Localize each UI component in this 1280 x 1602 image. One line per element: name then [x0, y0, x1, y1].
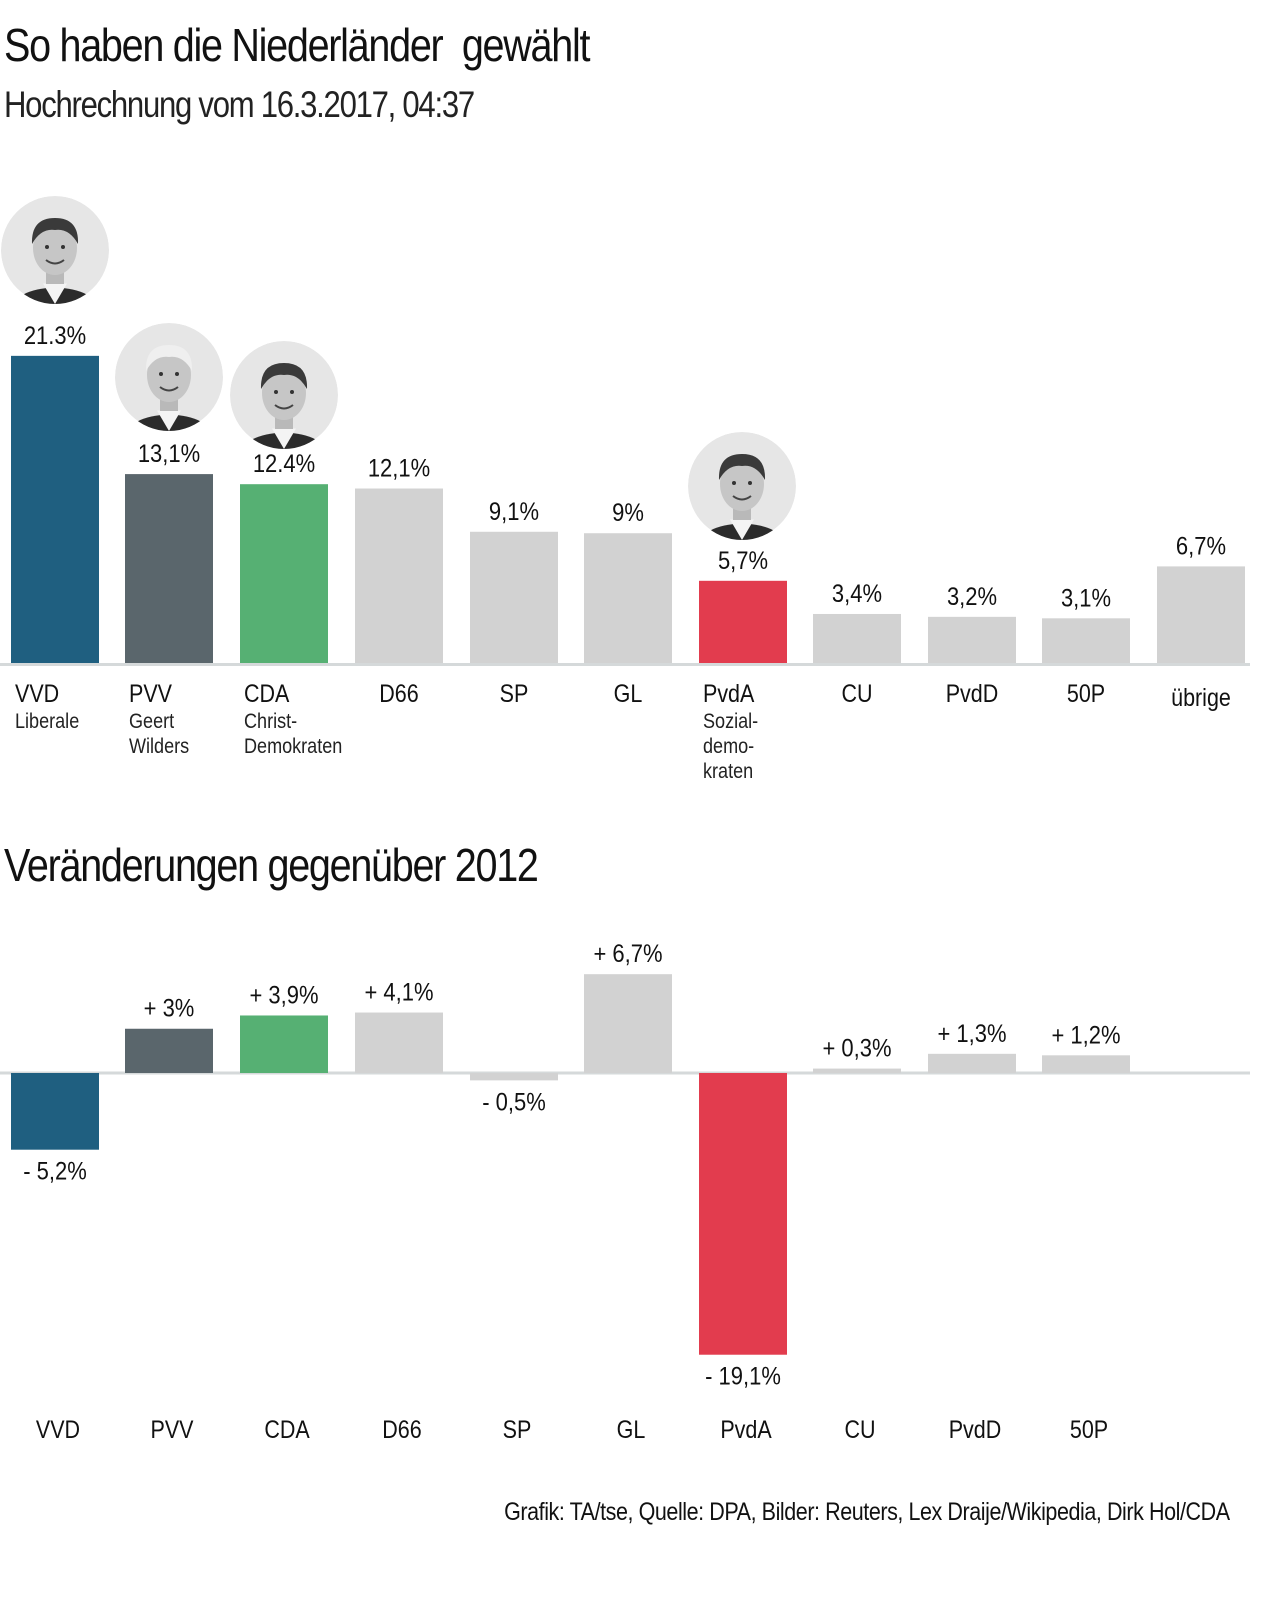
bar-vvd: [11, 355, 99, 663]
category-label: PvdD: [946, 679, 999, 707]
change-bar-vvd: [11, 1073, 99, 1150]
category-sublabel: Sozial-: [703, 710, 758, 734]
change-category-label: SP: [503, 1415, 532, 1443]
category-sublabel: Geert: [129, 710, 175, 734]
chart-title: So haben die Niederländer gewählt: [4, 19, 590, 71]
value-label: 6,7%: [1176, 532, 1226, 560]
bar-cda: [240, 484, 328, 663]
change-value-label: + 3%: [144, 994, 195, 1022]
category-sublabel: Demokraten: [244, 735, 342, 759]
category-label: übrige: [1171, 683, 1231, 711]
category-sublabel: Liberale: [15, 710, 79, 734]
change-category-label: PvdA: [720, 1415, 772, 1443]
change-category-label: CDA: [264, 1415, 310, 1443]
category-sublabel: kraten: [703, 760, 753, 784]
change-category-label: GL: [617, 1415, 646, 1443]
change-category-label: CU: [844, 1415, 875, 1443]
change-bar-gl: [584, 974, 672, 1073]
category-label: 50P: [1067, 679, 1105, 707]
bar-pvdd: [928, 616, 1016, 663]
change-category-label: VVD: [36, 1415, 80, 1443]
bar-d66: [355, 488, 443, 663]
value-label: 3,1%: [1061, 584, 1111, 612]
change-bar-pvv: [125, 1028, 213, 1073]
category-label: VVD: [15, 679, 59, 707]
bar-sp: [470, 531, 558, 663]
change-value-label: + 3,9%: [249, 981, 318, 1009]
change-bar-50p: [1042, 1055, 1130, 1073]
category-label: SP: [500, 679, 529, 707]
category-sublabel: Wilders: [129, 735, 189, 759]
change-category-label: D66: [382, 1415, 421, 1443]
section-title-changes: Veränderungen gegenüber 2012: [4, 839, 539, 891]
bar-cu: [813, 613, 901, 663]
change-category-label: 50P: [1070, 1415, 1108, 1443]
category-sublabel: demo-: [703, 735, 754, 759]
category-label: CU: [841, 679, 872, 707]
bar-50p: [1042, 618, 1130, 663]
change-bar-d66: [355, 1012, 443, 1073]
change-value-label: + 6,7%: [593, 940, 662, 968]
category-label: GL: [614, 679, 643, 707]
value-label: 13,1%: [138, 440, 200, 468]
change-value-label: + 1,3%: [937, 1020, 1006, 1048]
category-label: PVV: [129, 679, 172, 707]
change-value-label: - 0,5%: [482, 1088, 546, 1116]
category-sublabel: Christ-: [244, 710, 297, 734]
change-bar-pvdd: [928, 1053, 1016, 1073]
change-bar-sp: [470, 1073, 558, 1081]
value-label: 3,2%: [947, 583, 997, 611]
category-label: CDA: [244, 679, 290, 707]
change-category-label: PVV: [151, 1415, 194, 1443]
value-label: 12,1%: [368, 454, 430, 482]
change-bar-cu: [813, 1068, 901, 1073]
category-label: D66: [379, 679, 418, 707]
portrait-vvd: [1, 196, 109, 304]
value-label: 3,4%: [832, 580, 882, 608]
value-label: 21.3%: [24, 322, 86, 350]
value-label: 9%: [612, 499, 644, 527]
change-category-label: PvdD: [949, 1415, 1002, 1443]
bar-gl: [584, 533, 672, 663]
change-value-label: + 4,1%: [364, 978, 433, 1006]
change-value-label: - 19,1%: [705, 1362, 781, 1390]
change-bar-pvda: [699, 1073, 787, 1355]
value-label: 12.4%: [253, 450, 315, 478]
change-bar-cda: [240, 1015, 328, 1073]
change-value-label: + 0,3%: [822, 1034, 891, 1062]
category-label: PvdA: [703, 679, 755, 707]
value-label: 9,1%: [489, 497, 539, 525]
bar-übrige: [1157, 566, 1245, 663]
chart-subtitle: Hochrechnung vom 16.3.2017, 04:37: [4, 84, 475, 125]
change-value-label: + 1,2%: [1051, 1021, 1120, 1049]
source-credit: Grafik: TA/tse, Quelle: DPA, Bilder: Reu…: [504, 1498, 1230, 1526]
portrait-photo-icon: [1, 196, 109, 304]
bar-pvv: [125, 474, 213, 663]
bar-pvda: [699, 580, 787, 663]
value-label: 5,7%: [718, 547, 768, 575]
change-value-label: - 5,2%: [23, 1157, 87, 1185]
